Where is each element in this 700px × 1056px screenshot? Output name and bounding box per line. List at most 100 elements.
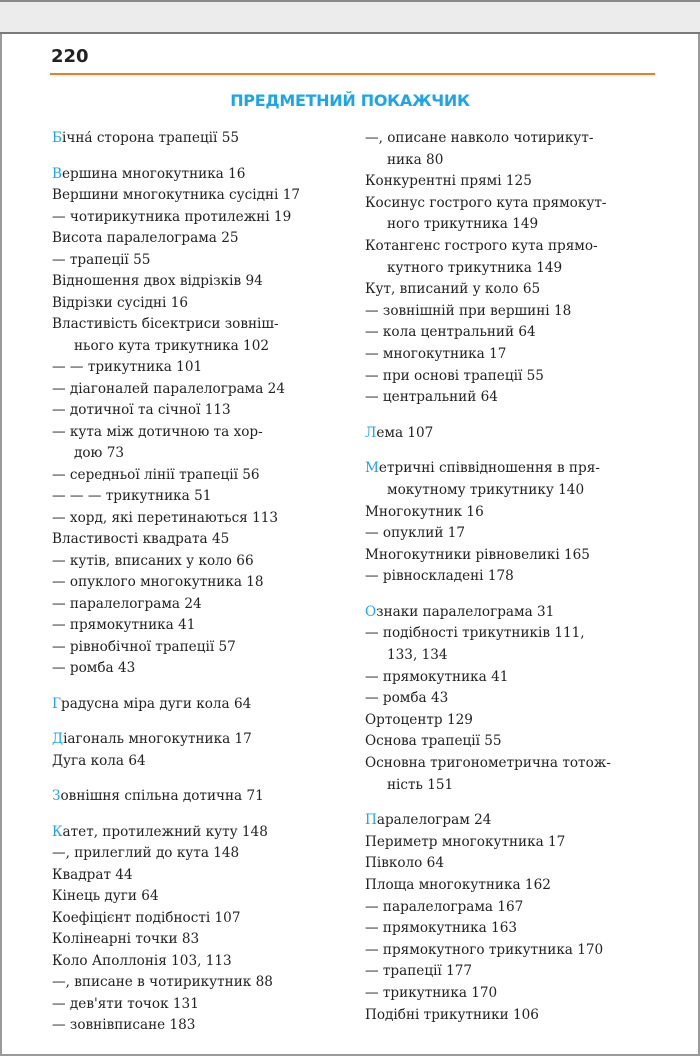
index-entry-text: — — трикутника 101 <box>52 359 203 375</box>
index-entry: — при основі трапеції 55 <box>365 366 611 388</box>
index-entry-text: Кут, вписаний у коло 65 <box>365 281 541 298</box>
index-entry-text: — подібності трикутників 111, <box>365 625 585 642</box>
letter-section: Діагональ многокутника 17 Дуга кола 64 <box>52 729 300 772</box>
page-number: 220 <box>51 46 89 67</box>
index-entry: Коефіцієнт подібності 107 <box>52 908 300 930</box>
index-entry: Властивості квадрата 45 <box>52 529 300 551</box>
index-entry: — рівнобічної трапеції 57 <box>52 637 300 659</box>
index-entry: Метричні співвідношення в пря-мокутному … <box>365 458 611 501</box>
index-entry: — середньої лінії трапеції 56 <box>52 465 300 487</box>
index-entry-text: Катет, протилежний куту 148 <box>52 823 268 840</box>
index-entry: Катет, протилежний куту 148 <box>52 822 300 844</box>
index-entry-text: — многокутника 17 <box>365 345 507 362</box>
index-entry-text: Властивості квадрата 45 <box>52 531 230 547</box>
index-entry-text: Вершина многокутника 16 <box>52 165 246 182</box>
index-entry: — зовнівписане 183 <box>52 1015 300 1037</box>
index-entry: Косинус гострого кута прямокут-ного трик… <box>365 193 611 236</box>
index-entry-text: — середньої лінії трапеції 56 <box>52 466 260 483</box>
index-entry-text: Властивість бісектриси зовніш- <box>52 316 279 332</box>
index-entry: — — трикутника 101 <box>52 357 300 379</box>
index-entry-text: — рівнобічної трапеції 57 <box>52 638 236 655</box>
index-entry-text: — дотичної та січної 113 <box>52 402 231 418</box>
index-entry-text: — ромба 43 <box>52 660 136 676</box>
letter-section: Лема 107 <box>365 423 611 445</box>
index-entry-text: Відношення двох відрізків 94 <box>52 273 263 289</box>
index-entry-text: — зовнішній при вершині 18 <box>365 302 572 319</box>
index-entry: Многокутники рівновеликі 165 <box>365 545 611 567</box>
letter-section: Вершина многокутника 16 Вершини многокутн… <box>52 164 300 680</box>
index-entry: Кінець дуги 64 <box>52 886 300 908</box>
index-entry: Колінеарні точки 83 <box>52 929 300 951</box>
index-entry: — кола центральний 64 <box>365 322 611 344</box>
index-entry-text: Відрізки сусідні 16 <box>52 294 189 311</box>
index-entry-text: — при основі трапеції 55 <box>365 367 544 384</box>
index-entry: —, вписане в чотирикутник 88 <box>52 972 300 994</box>
index-entry: — дев'яти точок 131 <box>52 994 300 1016</box>
index-entry-text: — зовнівписане 183 <box>52 1017 196 1033</box>
index-entry: — кутів, вписаних у коло 66 <box>52 551 300 573</box>
index-entry-text: Коло Аполлонія 103, 113 <box>52 952 232 969</box>
index-entry: — зовнішній при вершині 18 <box>365 301 611 323</box>
index-entry-text: — трапеції 55 <box>52 251 151 268</box>
letter-section: —, описане навколо чотирикут-ника 80 Конк… <box>365 128 611 409</box>
header-rule <box>50 73 655 75</box>
index-entry: Ознаки паралелограма 31 <box>365 602 611 624</box>
index-entry-text: Висота паралелограма 25 <box>52 230 239 246</box>
letter-section: Градусна міра дуги кола 64 <box>52 694 300 716</box>
index-entry: —, прилеглий до кута 148 <box>52 843 300 865</box>
index-entry: — опуклий 17 <box>365 523 611 545</box>
index-entry: Дуга кола 64 <box>52 751 300 773</box>
index-entry-text: Кінець дуги 64 <box>52 888 159 904</box>
index-entry-text: — кута між дотичною та хор- <box>52 423 263 440</box>
index-entry: — трапеції 55 <box>52 250 300 272</box>
letter-section: Метричні співвідношення в пря-мокутному … <box>365 458 611 588</box>
index-entry: — діагоналей паралелограма 24 <box>52 379 300 401</box>
index-entry-text: — діагоналей паралелограма 24 <box>52 380 285 397</box>
index-entry-text: — кола центральний 64 <box>365 324 536 341</box>
index-entry: Висота паралелограма 25 <box>52 228 300 250</box>
index-entry-text: Зовнішня спільна дотична 71 <box>52 788 264 804</box>
index-entry: — прямокутного трикутника 170 <box>365 940 611 962</box>
index-entry: Паралелограм 24 <box>365 810 611 832</box>
index-entry-text: Периметр многокутника 17 <box>365 833 566 850</box>
index-entry-text: — центральний 64 <box>365 389 498 406</box>
index-entry: Квадрат 44 <box>52 865 300 887</box>
index-entry: —, описане навколо чотирикут-ника 80 <box>365 128 611 171</box>
index-entry: Площа многокутника 162 <box>365 875 611 897</box>
index-entry-text: Метричні співвідношення в пря- <box>365 460 600 477</box>
index-entry: — чотирикутника протилежні 19 <box>52 207 300 229</box>
index-entry: Градусна міра дуги кола 64 <box>52 694 300 716</box>
index-entry-continuation: кутного трикутника 149 <box>387 259 563 276</box>
index-entry-text: — трапеції 177 <box>365 963 473 980</box>
index-entry-text: — опуклого многокутника 18 <box>52 574 264 590</box>
index-entry: Лема 107 <box>365 423 611 445</box>
index-entry-text: — прямокутника 163 <box>365 920 518 937</box>
page-title: ПРЕДМЕТНИЙ ПОКАЖЧИК <box>230 91 470 110</box>
index-entry-text: — ромба 43 <box>365 690 449 707</box>
index-entry: — кута між дотичною та хор-дою 73 <box>52 422 300 465</box>
index-entry-continuation: ність 151 <box>387 776 454 793</box>
index-entry-text: Вершини многокутника сусідні 17 <box>52 187 301 203</box>
index-entry-text: — прямокутника 41 <box>52 617 196 633</box>
viewer-toolbar <box>0 0 700 34</box>
index-entry: — центральний 64 <box>365 387 611 409</box>
index-entry-text: Дуга кола 64 <box>52 752 146 769</box>
index-entry-continuation: ника 80 <box>387 151 444 168</box>
index-entry: — трапеції 177 <box>365 961 611 983</box>
page-frame <box>0 34 700 1056</box>
index-entry: Ортоцентр 129 <box>365 710 611 732</box>
index-entry: Коло Аполлонія 103, 113 <box>52 951 300 973</box>
index-entry: — подібності трикутників 111, 133, 134 <box>365 623 611 666</box>
index-entry-continuation: мокутному трикутнику 140 <box>387 481 585 498</box>
index-entry-text: — опуклий 17 <box>365 525 466 542</box>
index-entry: — паралелограма 24 <box>52 594 300 616</box>
index-entry-text: —, описане навколо чотирикут- <box>365 130 594 146</box>
index-entry-text: — дев'яти точок 131 <box>52 995 199 1012</box>
index-entry-text: — — — трикутника 51 <box>52 488 212 504</box>
index-entry-text: — паралелограма 167 <box>365 898 524 915</box>
index-entry-text: Косинус гострого кута прямокут- <box>365 194 607 211</box>
index-entry: Основа трапеції 55 <box>365 731 611 753</box>
index-entry: Відрізки сусідні 16 <box>52 293 300 315</box>
index-column-right: —, описане навколо чотирикут-ника 80 Конк… <box>365 128 611 1040</box>
index-entry-text: —, вписане в чотирикутник 88 <box>52 974 273 990</box>
